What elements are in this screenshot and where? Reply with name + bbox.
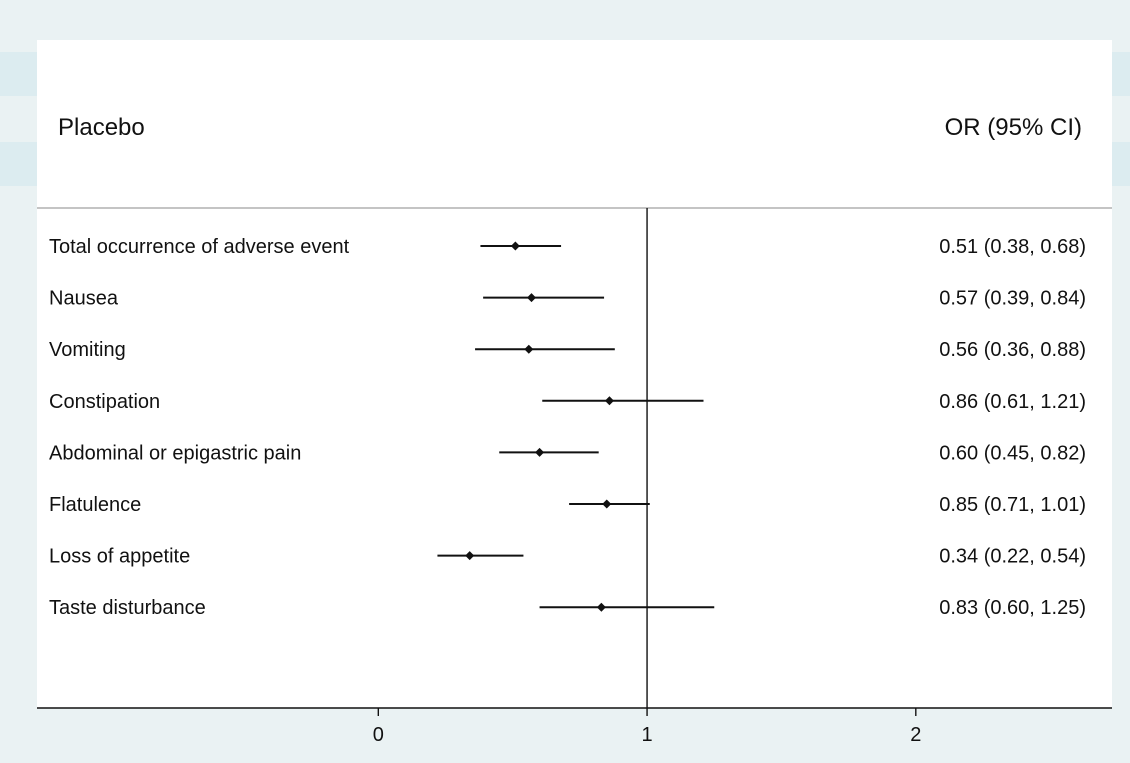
point-estimate-marker xyxy=(465,551,475,561)
row-label: Vomiting xyxy=(49,339,126,361)
point-estimate-marker xyxy=(602,499,612,509)
forest-row: Abdominal or epigastric pain 0.60 (0.45, … xyxy=(49,442,1086,464)
row-value: 0.57 (0.39, 0.84) xyxy=(939,288,1086,310)
plot-panel xyxy=(37,40,1112,708)
point-estimate-marker xyxy=(596,602,606,612)
row-label: Abdominal or epigastric pain xyxy=(49,442,301,464)
row-label: Total occurrence of adverse event xyxy=(49,236,350,258)
forest-row: Loss of appetite 0.34 (0.22, 0.54) xyxy=(49,546,1086,568)
row-value: 0.86 (0.61, 1.21) xyxy=(939,391,1086,413)
point-estimate-marker xyxy=(527,293,536,303)
header-left-label: Placebo xyxy=(58,114,145,141)
row-value: 0.56 (0.36, 0.88) xyxy=(939,339,1086,361)
x-tick-label: 0 xyxy=(373,724,384,746)
row-label: Flatulence xyxy=(49,494,141,516)
point-estimate-marker xyxy=(510,241,520,251)
forest-row: Vomiting 0.56 (0.36, 0.88) xyxy=(49,339,1086,361)
forest-row: Taste disturbance 0.83 (0.60, 1.25) xyxy=(49,597,1086,619)
row-value: 0.34 (0.22, 0.54) xyxy=(939,546,1086,568)
row-label: Taste disturbance xyxy=(49,597,206,619)
point-estimate-marker xyxy=(604,396,614,406)
forest-rows: Total occurrence of adverse event 0.51 (0… xyxy=(49,236,1086,619)
row-value: 0.60 (0.45, 0.82) xyxy=(939,442,1086,464)
forest-row: Flatulence 0.85 (0.71, 1.01) xyxy=(49,494,1086,516)
point-estimate-marker xyxy=(524,344,534,354)
point-estimate-marker xyxy=(535,447,545,457)
row-label: Loss of appetite xyxy=(49,546,190,568)
x-tick-label: 1 xyxy=(642,724,653,746)
x-tick-label: 2 xyxy=(910,724,921,746)
forest-row: Nausea 0.57 (0.39, 0.84) xyxy=(49,288,1086,310)
x-axis-ticks: 0 1 2 xyxy=(373,708,921,746)
row-value: 0.83 (0.60, 1.25) xyxy=(939,597,1086,619)
forest-row: Constipation 0.86 (0.61, 1.21) xyxy=(49,391,1086,413)
header-right-label: OR (95% CI) xyxy=(945,114,1082,141)
row-label: Nausea xyxy=(49,288,119,310)
row-value: 0.85 (0.71, 1.01) xyxy=(939,494,1086,516)
forest-row: Total occurrence of adverse event 0.51 (0… xyxy=(49,236,1086,258)
row-label: Constipation xyxy=(49,391,160,413)
row-value: 0.51 (0.38, 0.68) xyxy=(939,236,1086,258)
